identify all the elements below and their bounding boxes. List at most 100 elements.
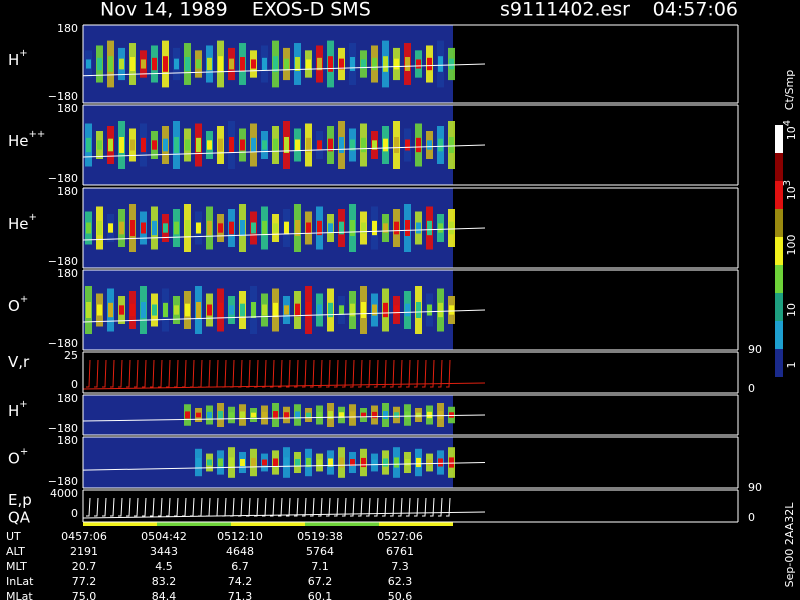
- trace: [430, 497, 435, 517]
- spectrogram-core: [240, 458, 245, 467]
- spectrogram-core: [339, 412, 344, 418]
- spectrogram-core: [196, 302, 201, 318]
- y-tick-label: −180: [48, 475, 78, 488]
- trace: [422, 497, 427, 517]
- trace: [398, 497, 403, 517]
- trace: [262, 497, 267, 517]
- label-text: 10: [785, 126, 798, 140]
- trace: [278, 497, 283, 517]
- trace: [302, 497, 307, 517]
- trace: [110, 497, 115, 517]
- colorbar-label: 104: [782, 120, 798, 140]
- spectrogram-core: [438, 411, 443, 419]
- trace: [198, 359, 203, 388]
- footer-value: 74.2: [228, 575, 253, 588]
- spectrogram-core: [361, 59, 366, 69]
- y2-tick-label: 0: [748, 511, 755, 524]
- footer-value: 3443: [150, 545, 178, 558]
- spectrogram-core: [152, 57, 157, 71]
- trace: [182, 497, 187, 517]
- trace: [310, 497, 315, 517]
- y-tick-label: 0: [71, 378, 78, 391]
- spectrogram-core: [262, 57, 267, 71]
- spectrogram-core: [405, 57, 410, 71]
- trace: [446, 359, 451, 388]
- colorbar-segment: [775, 125, 783, 153]
- footer-label: MLT: [6, 560, 27, 573]
- trace: [82, 511, 486, 519]
- spectrogram-core: [372, 140, 377, 150]
- spectrogram-core: [416, 222, 421, 234]
- footer-value: 6.7: [231, 560, 249, 573]
- spectrogram-core: [427, 140, 432, 150]
- spectrogram-core: [273, 411, 278, 419]
- spectrogram-core: [86, 137, 91, 153]
- y-tick-label: −180: [48, 172, 78, 185]
- spectrogram-core: [383, 138, 388, 152]
- trace: [126, 359, 131, 388]
- spectrogram-core: [273, 302, 278, 318]
- footer-value: 83.2: [152, 575, 177, 588]
- spectrogram-core: [229, 305, 234, 315]
- file-name: s9111402.esr: [500, 0, 630, 21]
- spectrogram-core: [141, 59, 146, 69]
- trace: [358, 359, 363, 388]
- superscript: +: [20, 294, 28, 305]
- y-tick-label: −180: [48, 255, 78, 268]
- spectrogram-core: [383, 411, 388, 419]
- trace: [278, 359, 283, 388]
- spectrogram-core: [449, 137, 454, 153]
- spectrogram-core: [174, 221, 179, 235]
- superscript: +: [29, 212, 37, 223]
- trace: [326, 359, 331, 388]
- trace: [430, 359, 435, 388]
- trace: [374, 359, 379, 388]
- title: Nov 14, 1989 EXOS-D SMS: [100, 0, 371, 21]
- spectrogram-core: [449, 305, 454, 315]
- footer-value: 60.1: [308, 590, 333, 600]
- trace: [82, 309, 486, 323]
- footer-value: 5764: [306, 545, 334, 558]
- spectrogram-core: [130, 57, 135, 71]
- spectrogram-core: [207, 411, 212, 419]
- trace: [110, 359, 115, 388]
- spectrogram-core: [361, 137, 366, 153]
- spectrogram-core: [306, 59, 311, 69]
- spectrogram-core: [229, 457, 234, 468]
- trace: [94, 359, 99, 388]
- footer-value: 0457:06: [61, 530, 107, 543]
- spectrogram-core: [372, 304, 377, 316]
- spectrogram-core: [185, 139, 190, 151]
- spectrogram-core: [416, 412, 421, 418]
- spectrogram-core: [119, 137, 124, 153]
- trace: [366, 497, 371, 517]
- spectrogram-core: [372, 459, 377, 466]
- spectrogram-core: [383, 223, 388, 233]
- spectrogram-core: [119, 58, 124, 70]
- trace: [82, 144, 486, 158]
- label-text: E,p: [8, 491, 32, 509]
- colorbar-unit: Ct/Smp: [783, 70, 796, 110]
- spectrogram-core: [130, 220, 135, 236]
- panel-label: O+: [8, 447, 28, 468]
- spectrogram-core: [361, 412, 366, 418]
- footer-value: 7.1: [311, 560, 329, 573]
- spectrogram-core: [273, 458, 278, 467]
- panel-label: O+: [8, 294, 28, 315]
- colorbar-segment: [775, 153, 783, 181]
- trace: [406, 359, 411, 388]
- footer-value: 0527:06: [377, 530, 423, 543]
- spectrogram-core: [394, 457, 399, 468]
- trace: [238, 359, 243, 388]
- spectrogram-core: [438, 138, 443, 152]
- spectrogram-core: [306, 137, 311, 153]
- spectrogram-core: [185, 220, 190, 236]
- label-text: O: [8, 449, 20, 467]
- spectrogram-core: [449, 221, 454, 235]
- y-tick-label: 180: [57, 434, 78, 447]
- spectrogram-core: [207, 220, 212, 236]
- colorbar-segment: [775, 209, 783, 237]
- spectrogram-core: [284, 58, 289, 70]
- trace: [246, 359, 251, 388]
- spectrogram-core: [86, 59, 91, 69]
